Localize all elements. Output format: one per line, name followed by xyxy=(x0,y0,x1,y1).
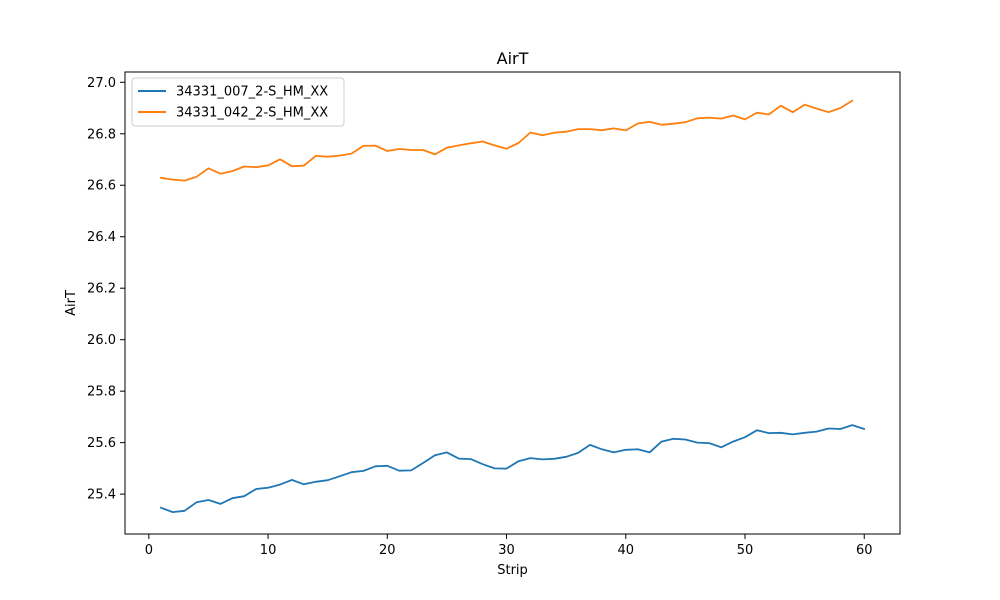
y-tick-label: 26.6 xyxy=(87,179,116,194)
legend-label: 34331_007_2-S_HM_XX xyxy=(176,85,328,100)
series-line-1 xyxy=(159,424,866,513)
y-axis-label: AirT xyxy=(64,290,79,316)
y-tick-label: 26.8 xyxy=(87,127,116,142)
x-tick-label: 10 xyxy=(260,543,277,558)
legend-box xyxy=(131,77,345,127)
legend: 34331_007_2-S_HM_XX 34331_042_2-S_HM_XX xyxy=(131,77,345,127)
x-tick-label: 30 xyxy=(498,543,515,558)
x-tick-label: 50 xyxy=(737,543,754,558)
legend-label: 34331_042_2-S_HM_XX xyxy=(176,106,328,121)
plot-area xyxy=(124,71,901,535)
y-axis: 25.4 25.6 25.8 26.0 26.2 26.4 26.6 26.8 27.0 xyxy=(87,76,125,503)
y-tick-label: 26.4 xyxy=(87,230,116,245)
x-axis: 0 10 20 30 40 50 60 xyxy=(145,534,873,558)
y-tick-label: 25.6 xyxy=(87,436,116,451)
series-lines xyxy=(159,99,866,513)
y-tick-label: 26.0 xyxy=(87,333,116,348)
y-tick-label: 26.2 xyxy=(87,282,116,297)
x-tick-label: 0 xyxy=(145,543,153,558)
y-tick-label: 27.0 xyxy=(87,76,116,91)
x-tick-label: 20 xyxy=(379,543,396,558)
chart-title: AirT xyxy=(497,49,529,68)
series-line-2 xyxy=(159,99,854,182)
y-tick-label: 25.4 xyxy=(87,488,116,503)
x-axis-label: Strip xyxy=(497,563,528,578)
x-tick-label: 40 xyxy=(617,543,634,558)
x-tick-label: 60 xyxy=(856,543,873,558)
y-tick-label: 25.8 xyxy=(87,385,116,400)
